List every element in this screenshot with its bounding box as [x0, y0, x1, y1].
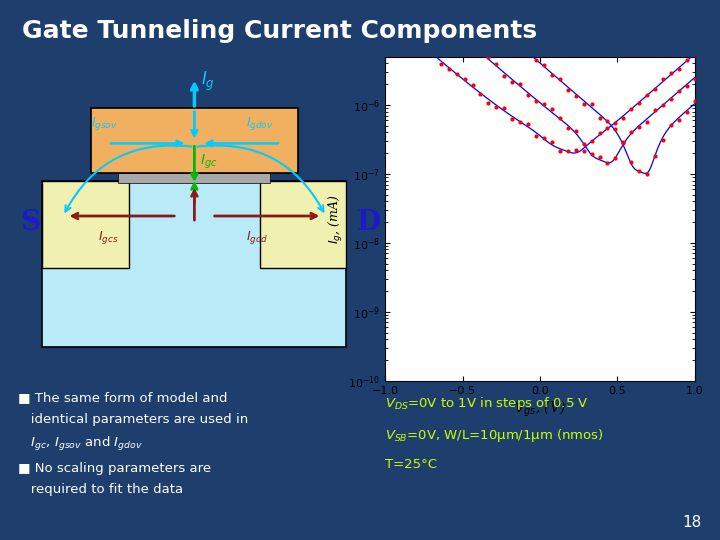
Text: $I_{gcs}$: $I_{gcs}$ — [98, 230, 118, 246]
Text: T=25°C: T=25°C — [385, 458, 437, 471]
Text: Gate Tunneling Current Components: Gate Tunneling Current Components — [22, 19, 536, 43]
Text: required to fit the data: required to fit the data — [18, 483, 183, 496]
Bar — [91, 108, 298, 173]
Text: S: S — [20, 210, 40, 237]
X-axis label: $V_{gs}$, (V): $V_{gs}$, (V) — [514, 399, 566, 418]
Text: $V_{SB}$=0V, W/L=10μm/1μm (nmos): $V_{SB}$=0V, W/L=10μm/1μm (nmos) — [385, 427, 604, 443]
Text: $I_{gcd}$: $I_{gcd}$ — [246, 230, 268, 246]
Text: $I_{gsov}$: $I_{gsov}$ — [91, 115, 117, 132]
Bar — [42, 181, 346, 347]
Text: $I_{gdov}$: $I_{gdov}$ — [246, 115, 274, 132]
FancyBboxPatch shape — [260, 181, 346, 268]
Text: ■ No scaling parameters are: ■ No scaling parameters are — [18, 462, 211, 475]
Y-axis label: $I_g$, (mA): $I_g$, (mA) — [328, 194, 346, 244]
Text: 18: 18 — [683, 515, 702, 530]
FancyBboxPatch shape — [42, 181, 129, 268]
Text: $V_{DS}$=0V to 1V in steps of 0.5 V: $V_{DS}$=0V to 1V in steps of 0.5 V — [385, 395, 589, 412]
Text: $I_{gc}$, $I_{gsov}$ and $I_{gdov}$: $I_{gc}$, $I_{gsov}$ and $I_{gdov}$ — [18, 435, 143, 453]
Bar — [118, 173, 271, 183]
Text: ■ The same form of model and: ■ The same form of model and — [18, 392, 228, 404]
Text: D: D — [357, 210, 381, 237]
Text: $I_{gc}$: $I_{gc}$ — [199, 152, 217, 171]
Text: $I_g$: $I_g$ — [202, 70, 215, 93]
Text: identical parameters are used in: identical parameters are used in — [18, 413, 248, 426]
